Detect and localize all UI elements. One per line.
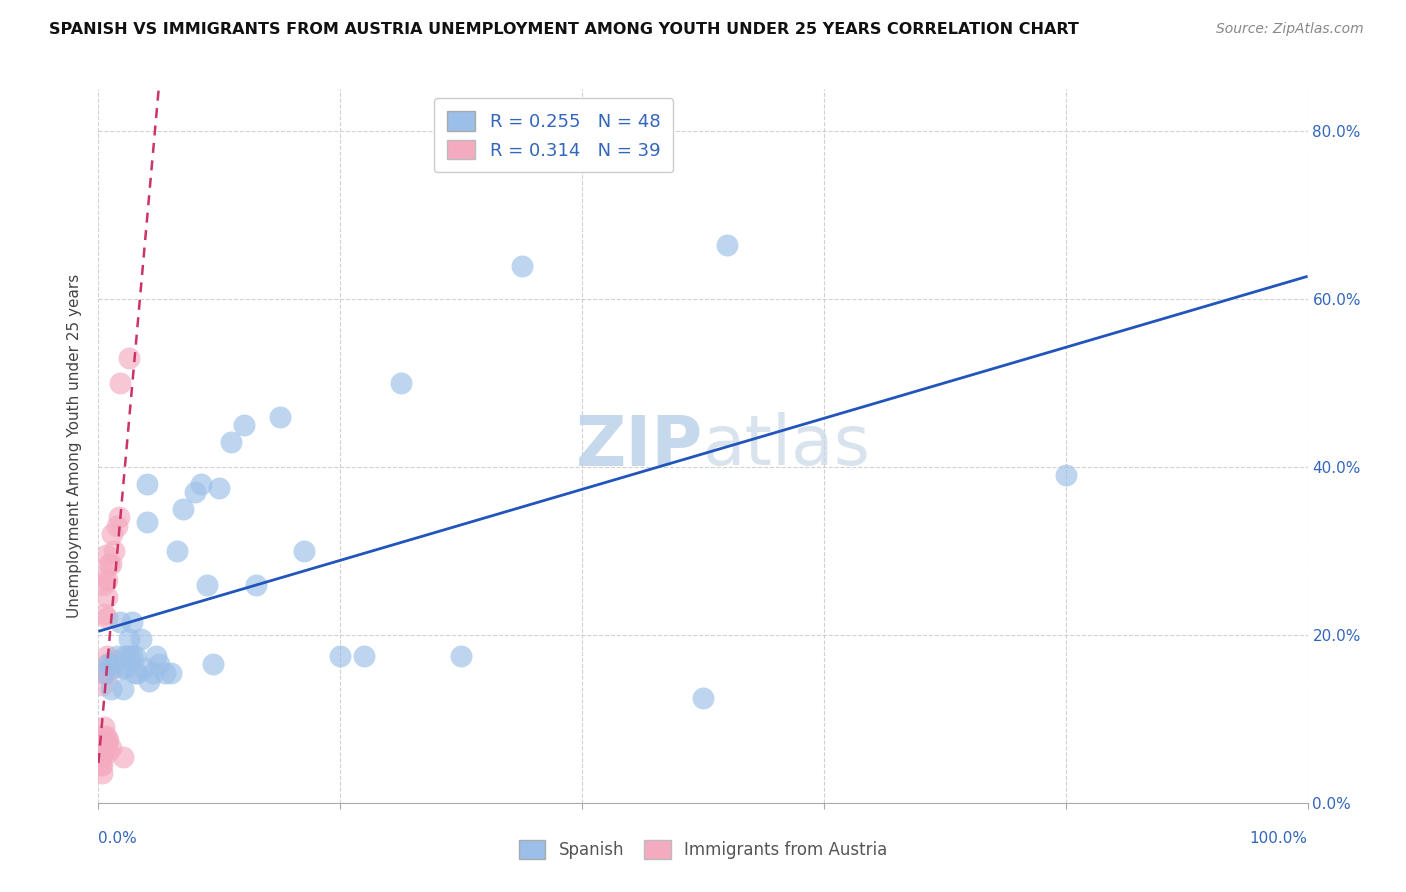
- Point: [91, 729, 114, 743]
- Point: [100, 527, 122, 541]
- Point: [100, 557, 122, 571]
- Point: [138, 674, 160, 689]
- Point: [111, 661, 134, 675]
- Point: [208, 481, 231, 495]
- Point: [142, 665, 165, 680]
- Point: [111, 749, 134, 764]
- Point: [148, 657, 170, 672]
- Point: [172, 502, 194, 516]
- Point: [96, 657, 118, 672]
- Point: [96, 732, 118, 747]
- Point: [221, 434, 243, 449]
- Point: [97, 746, 120, 760]
- Point: [96, 574, 118, 588]
- Point: [245, 577, 267, 591]
- Point: [510, 259, 533, 273]
- Point: [97, 732, 120, 747]
- Point: [101, 661, 124, 675]
- Point: [145, 648, 167, 663]
- Point: [108, 615, 131, 630]
- Point: [114, 661, 136, 675]
- Point: [692, 690, 714, 705]
- Point: [100, 682, 122, 697]
- Point: [127, 665, 149, 680]
- Point: [105, 518, 128, 533]
- Point: [91, 665, 114, 680]
- Text: atlas: atlas: [703, 412, 870, 480]
- Point: [100, 741, 122, 756]
- Point: [153, 665, 176, 680]
- Point: [97, 665, 120, 680]
- Text: SPANISH VS IMMIGRANTS FROM AUSTRIA UNEMPLOYMENT AMONG YOUTH UNDER 25 YEARS CORRE: SPANISH VS IMMIGRANTS FROM AUSTRIA UNEMP…: [49, 22, 1078, 37]
- Point: [100, 657, 122, 672]
- Point: [202, 657, 225, 672]
- Point: [96, 611, 118, 625]
- Point: [91, 678, 114, 692]
- Point: [97, 657, 120, 672]
- Point: [329, 648, 352, 663]
- Point: [1054, 468, 1077, 483]
- Point: [91, 758, 114, 772]
- Point: [450, 648, 472, 663]
- Point: [94, 548, 117, 562]
- Point: [118, 632, 141, 646]
- Point: [124, 665, 146, 680]
- Point: [98, 557, 121, 571]
- Point: [91, 741, 114, 756]
- Point: [105, 648, 128, 663]
- Point: [91, 746, 114, 760]
- Point: [121, 648, 143, 663]
- Point: [93, 569, 115, 583]
- Point: [129, 632, 152, 646]
- Point: [135, 515, 157, 529]
- Point: [195, 577, 218, 591]
- Point: [101, 653, 124, 667]
- Point: [190, 476, 212, 491]
- Point: [90, 749, 112, 764]
- Point: [90, 758, 112, 772]
- Point: [716, 237, 738, 252]
- Point: [121, 615, 143, 630]
- Text: 100.0%: 100.0%: [1250, 831, 1308, 847]
- Point: [166, 544, 188, 558]
- Point: [111, 682, 134, 697]
- Point: [93, 741, 115, 756]
- Point: [135, 476, 157, 491]
- Point: [389, 376, 412, 390]
- Point: [91, 766, 114, 780]
- Point: [118, 351, 141, 365]
- Point: [108, 376, 131, 390]
- Point: [103, 544, 125, 558]
- Text: Source: ZipAtlas.com: Source: ZipAtlas.com: [1216, 22, 1364, 37]
- Point: [124, 648, 146, 663]
- Point: [353, 648, 375, 663]
- Point: [184, 485, 207, 500]
- Point: [232, 417, 254, 432]
- Point: [134, 661, 156, 675]
- Point: [94, 737, 117, 751]
- Point: [93, 737, 115, 751]
- Point: [93, 607, 115, 621]
- Point: [96, 648, 118, 663]
- Y-axis label: Unemployment Among Youth under 25 years: Unemployment Among Youth under 25 years: [67, 274, 83, 618]
- Point: [91, 577, 114, 591]
- Point: [269, 409, 291, 424]
- Point: [94, 729, 117, 743]
- Point: [118, 648, 141, 663]
- Text: 0.0%: 0.0%: [98, 831, 138, 847]
- Point: [96, 590, 118, 604]
- Point: [292, 544, 315, 558]
- Point: [114, 648, 136, 663]
- Point: [93, 732, 115, 747]
- Legend: Spanish, Immigrants from Austria: Spanish, Immigrants from Austria: [512, 834, 894, 866]
- Text: ZIP: ZIP: [575, 412, 703, 480]
- Point: [108, 510, 131, 524]
- Point: [160, 665, 183, 680]
- Point: [93, 720, 115, 734]
- Point: [93, 665, 115, 680]
